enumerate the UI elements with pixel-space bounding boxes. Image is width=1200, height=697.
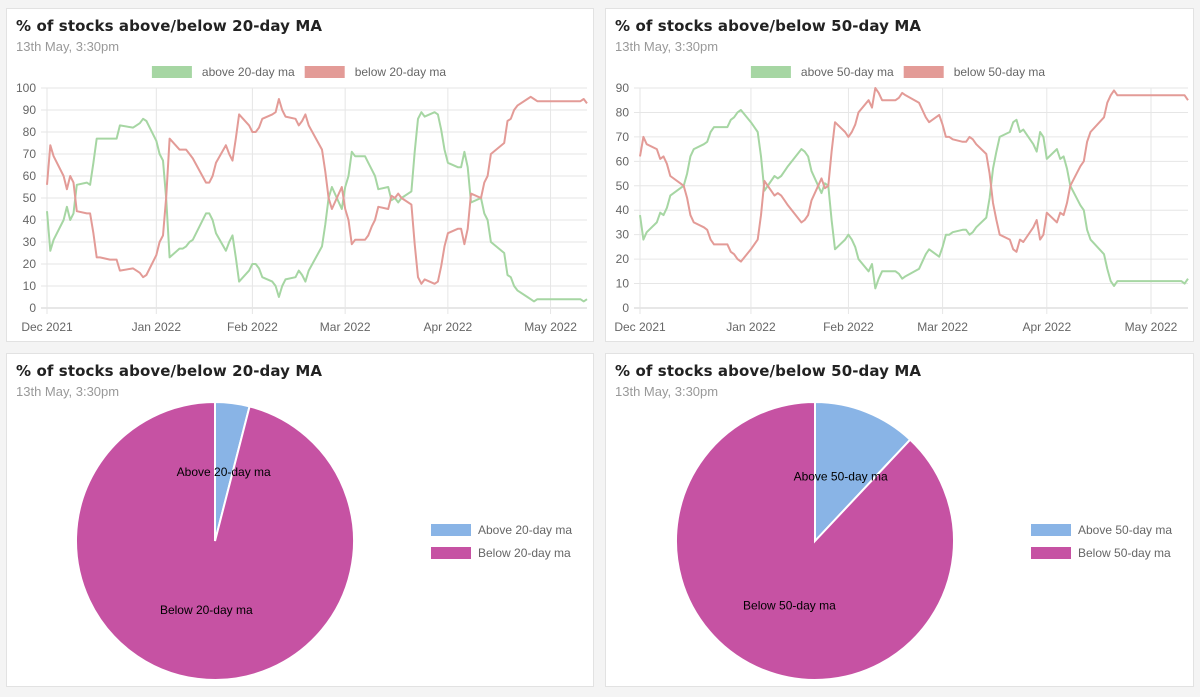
card-title: % of stocks above/below 20-day MA xyxy=(16,17,323,35)
legend-swatch xyxy=(151,66,192,78)
x-tick-label: Feb 2022 xyxy=(823,320,874,334)
y-tick-label: 40 xyxy=(23,213,37,227)
series-line-below xyxy=(639,87,1189,263)
legend-label: below 20-day ma xyxy=(355,65,447,79)
y-tick-label: 70 xyxy=(23,147,37,161)
legend-swatch xyxy=(431,524,471,536)
y-tick-label: 0 xyxy=(622,301,629,315)
card-subtitle: 13th May, 3:30pm xyxy=(16,384,120,399)
legend-item: below 50-day ma xyxy=(903,65,1046,79)
pie-chart-20: Above 20-day ma Below 20-day ma Above 20-d… xyxy=(75,400,572,681)
pie-slice-below xyxy=(675,400,955,681)
y-tick-label: 20 xyxy=(23,257,37,271)
y-tick-label: 10 xyxy=(23,279,37,293)
series-line-above xyxy=(46,111,588,303)
y-tick-label: 30 xyxy=(23,235,37,249)
card-pie-50: % of stocks above/below 50-day MA 13th M… xyxy=(605,353,1194,687)
y-tick-label: 0 xyxy=(29,301,36,315)
x-tick-label: Apr 2022 xyxy=(1022,320,1071,334)
x-tick-label: Feb 2022 xyxy=(227,320,278,334)
x-tick-label: Apr 2022 xyxy=(424,320,473,334)
legend-swatch xyxy=(431,547,471,559)
series-line-above xyxy=(639,109,1189,290)
legend-swatch xyxy=(903,66,944,78)
legend-label: Above 50-day ma xyxy=(1078,523,1172,537)
legend-swatch xyxy=(750,66,791,78)
card-subtitle: 13th May, 3:30pm xyxy=(16,39,120,54)
y-tick-label: 40 xyxy=(616,203,630,217)
x-tick-label: Mar 2022 xyxy=(320,320,371,334)
y-tick-label: 90 xyxy=(23,103,37,117)
legend-label: Below 50-day ma xyxy=(1078,546,1171,560)
pie-slice-label: Above 50-day ma xyxy=(794,469,888,483)
pie-chart-50: Above 50-day ma Below 50-day ma Above 50-d… xyxy=(675,400,1172,681)
series-line-below xyxy=(46,95,588,285)
y-tick-label: 70 xyxy=(616,130,630,144)
legend-item: below 20-day ma xyxy=(304,65,447,79)
legend-item: above 50-day ma xyxy=(750,65,894,79)
x-tick-label: Dec 2021 xyxy=(21,320,73,334)
legend-item: above 20-day ma xyxy=(151,65,295,79)
y-tick-label: 60 xyxy=(616,154,630,168)
pie-slice-below xyxy=(75,400,355,681)
y-tick-label: 80 xyxy=(616,105,630,119)
x-tick-label: Jan 2022 xyxy=(132,320,182,334)
y-tick-label: 50 xyxy=(23,191,37,205)
card-line-20: % of stocks above/below 20-day MA 13th M… xyxy=(6,8,594,342)
card-title: % of stocks above/below 50-day MA xyxy=(615,17,922,35)
pie-slice-label: Below 50-day ma xyxy=(743,599,836,613)
card-line-50: % of stocks above/below 50-day MA 13th M… xyxy=(605,8,1194,342)
card-pie-20: % of stocks above/below 20-day MA 13th M… xyxy=(6,353,594,687)
legend-swatch xyxy=(1031,547,1071,559)
x-tick-label: Jan 2022 xyxy=(726,320,776,334)
card-title: % of stocks above/below 20-day MA xyxy=(16,362,323,380)
y-tick-label: 50 xyxy=(616,179,630,193)
y-tick-label: 90 xyxy=(616,81,630,95)
x-tick-label: May 2022 xyxy=(524,320,577,334)
line-chart-50: 0 10 20 30 40 50 60 70 80 90 Dec 2021 Jan 2022 Feb 2… xyxy=(614,65,1189,334)
legend-swatch xyxy=(304,66,345,78)
legend-label: Below 20-day ma xyxy=(478,546,571,560)
line-chart-20: 0 10 20 30 40 50 60 70 80 90 100 Dec 2021 Jan 2022 Fe… xyxy=(16,65,588,334)
y-tick-label: 20 xyxy=(616,252,630,266)
legend-label: above 20-day ma xyxy=(202,65,295,79)
card-subtitle: 13th May, 3:30pm xyxy=(615,384,719,399)
x-tick-label: Dec 2021 xyxy=(614,320,666,334)
pie-slice-label: Below 20-day ma xyxy=(160,603,253,617)
legend-label: above 50-day ma xyxy=(801,65,894,79)
x-tick-label: May 2022 xyxy=(1125,320,1178,334)
y-tick-label: 80 xyxy=(23,125,37,139)
y-tick-label: 30 xyxy=(616,228,630,242)
card-title: % of stocks above/below 50-day MA xyxy=(615,362,922,380)
legend: above 20-day ma below 20-day ma xyxy=(151,65,447,79)
pie-slice-label: Above 20-day ma xyxy=(177,465,271,479)
x-tick-label: Mar 2022 xyxy=(917,320,968,334)
y-tick-label: 60 xyxy=(23,169,37,183)
pie-slice-above xyxy=(814,400,912,544)
card-subtitle: 13th May, 3:30pm xyxy=(615,39,719,54)
y-tick-label: 100 xyxy=(16,81,36,95)
legend-swatch xyxy=(1031,524,1071,536)
y-tick-label: 10 xyxy=(616,277,630,291)
legend-label: Above 20-day ma xyxy=(478,523,572,537)
legend: above 50-day ma below 50-day ma xyxy=(750,65,1046,79)
legend-label: below 50-day ma xyxy=(954,65,1046,79)
